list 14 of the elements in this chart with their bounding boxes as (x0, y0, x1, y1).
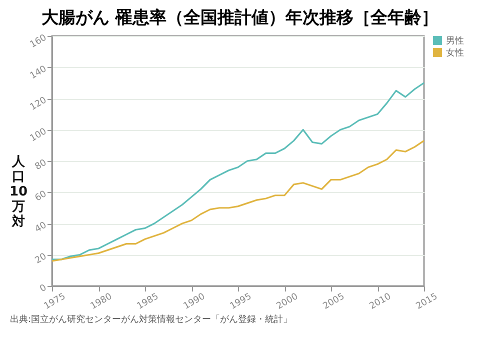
y-tick-label: 140 (28, 64, 49, 82)
legend-label: 女性 (446, 48, 464, 58)
source-note: 出典:国立がん研究センターがん対策情報センター「がん登録・統計」 (10, 314, 294, 326)
y-tick-label: 20 (34, 252, 49, 266)
chart-title: 大腸がん 罹患率（全国推計値）年次推移［全年齢］ (40, 7, 440, 28)
y-tick-label: 60 (34, 189, 49, 204)
y-axis-title: 人口10万対 (9, 154, 28, 230)
y-tick-label: 120 (28, 95, 49, 113)
y-tick-label: 160 (28, 32, 49, 50)
y-tick-label: 0 (38, 282, 49, 295)
y-tick-label: 80 (34, 158, 49, 172)
y-tick-label: 100 (28, 126, 49, 144)
y-tick-label: 40 (34, 220, 49, 235)
legend-label: 男性 (446, 36, 464, 46)
